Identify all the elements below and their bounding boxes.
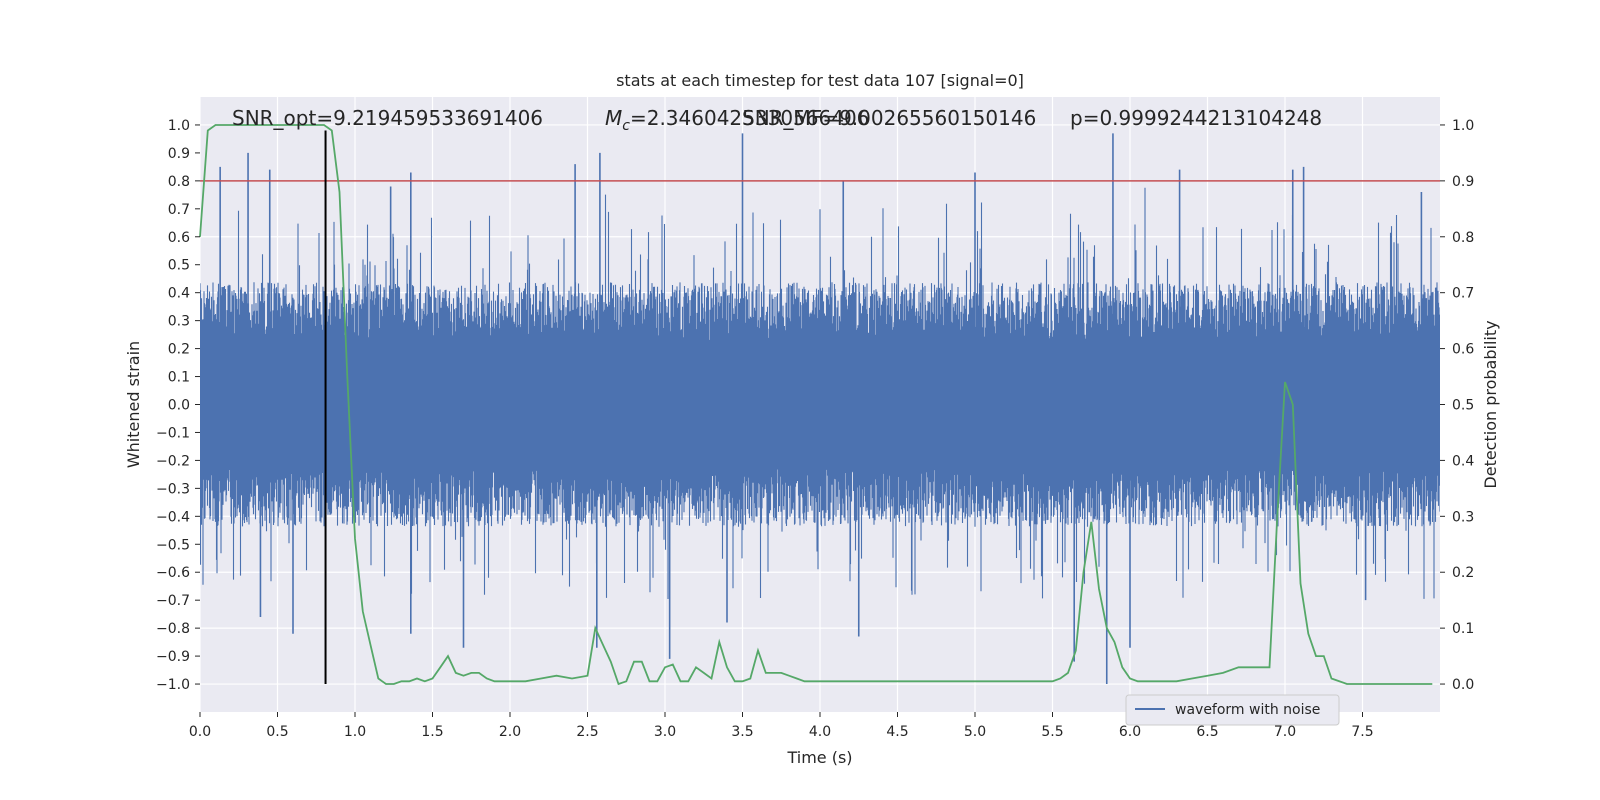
y-tick-label: 1.0	[168, 118, 190, 134]
probability-line	[199, 124, 1433, 686]
overlay-lines	[200, 130, 1440, 685]
x-tick-label: 7.0	[1274, 724, 1296, 740]
x-tick-label: 6.5	[1196, 724, 1218, 740]
y2-tick-label: 0.6	[1452, 342, 1474, 358]
y-tick-label: −0.3	[156, 481, 190, 497]
y-tick-label: 0.7	[168, 202, 190, 218]
x-tick-label: 7.5	[1351, 724, 1373, 740]
annotation-text: SNR_MF=9.00265560150146	[742, 106, 1036, 130]
x-tick-label: 3.0	[654, 724, 676, 740]
y-tick-label: 0.3	[168, 314, 190, 330]
x-tick-label: 3.5	[731, 724, 753, 740]
x-axis-ticks: 0.0 0.5 1.0 1.5 2.0 2.5 3.0 3.5 4.0 4.5 5.0 5.5 6.0 6…	[189, 712, 1374, 740]
x-tick-label: 5.0	[964, 724, 986, 740]
y2-tick-label: 0.5	[1452, 398, 1474, 414]
y-axis-ticks: 1.0 0.9 0.8 0.7 0.6 0.5 0.4 0.3 0.2 0.1 0.0 −0.1 −0.…	[156, 118, 200, 693]
y-tick-label: 0.2	[168, 342, 190, 358]
legend: waveform with noise	[1125, 694, 1340, 726]
chart-title: stats at each timestep for test data 107…	[616, 71, 1024, 90]
legend-box	[1125, 694, 1340, 726]
annotations: SNR_opt=9.219459533691406 Mc=2.3460425330…	[232, 106, 1322, 134]
y2-tick-label: 1.0	[1452, 118, 1474, 134]
x-tick-label: 4.0	[809, 724, 831, 740]
y-tick-label: −0.9	[156, 649, 190, 665]
y2-tick-label: 0.0	[1452, 677, 1474, 693]
y-tick-label: 0.4	[168, 286, 190, 302]
y2-tick-label: 0.8	[1452, 230, 1474, 246]
y2-tick-label: 0.7	[1452, 286, 1474, 302]
x-tick-label: 1.5	[421, 724, 443, 740]
y2-tick-label: 0.3	[1452, 509, 1474, 525]
x-tick-label: 6.0	[1119, 724, 1141, 740]
y-tick-label: 0.6	[168, 230, 190, 246]
y-tick-label: −0.5	[156, 537, 190, 553]
annotation-text: Mc=2.3460425330566406	[605, 106, 869, 134]
x-tick-label: 4.5	[886, 724, 908, 740]
x-tick-label: 5.5	[1041, 724, 1063, 740]
y-tick-label: −0.6	[156, 565, 190, 581]
y-tick-label: 0.1	[168, 370, 190, 386]
annotation-text: SNR_opt=9.219459533691406	[232, 106, 543, 130]
x-tick-label: 0.0	[189, 724, 211, 740]
legend-entry-waveform: waveform with noise	[1175, 702, 1320, 718]
x-tick-label: 1.0	[344, 724, 366, 740]
y-tick-label: 0.8	[168, 174, 190, 190]
y2-tick-label: 0.1	[1452, 621, 1474, 637]
series-waveform	[200, 133, 1440, 685]
waveform-noise-path	[200, 187, 1440, 599]
y-tick-label: −0.4	[156, 509, 190, 525]
y2-tick-label: 0.2	[1452, 565, 1474, 581]
y-tick-label: −1.0	[156, 677, 190, 693]
x-tick-label: 0.5	[266, 724, 288, 740]
y-tick-label: −0.2	[156, 453, 190, 469]
x-tick-label: 2.5	[576, 724, 598, 740]
y-tick-label: 0.5	[168, 258, 190, 274]
y-tick-label: 0.0	[168, 398, 190, 414]
y2-tick-label: 0.4	[1452, 453, 1474, 469]
y-tick-label: −0.8	[156, 621, 190, 637]
y-tick-label: 0.9	[168, 146, 190, 162]
y2-axis-ticks: 1.0 0.9 0.8 0.7 0.6 0.5 0.4 0.3 0.2 0.1 0.0	[1440, 118, 1474, 693]
y-axis-label: Whitened strain	[124, 341, 143, 468]
y2-tick-label: 0.9	[1452, 174, 1474, 190]
series-probability	[199, 124, 1433, 686]
x-tick-label: 2.0	[499, 724, 521, 740]
y2-axis-label: Detection probability	[1481, 320, 1500, 488]
y-tick-label: −0.1	[156, 425, 190, 441]
annotation-text: p=0.9999244213104248	[1070, 106, 1322, 130]
y-tick-label: −0.7	[156, 593, 190, 609]
x-axis-label: Time (s)	[786, 748, 852, 767]
